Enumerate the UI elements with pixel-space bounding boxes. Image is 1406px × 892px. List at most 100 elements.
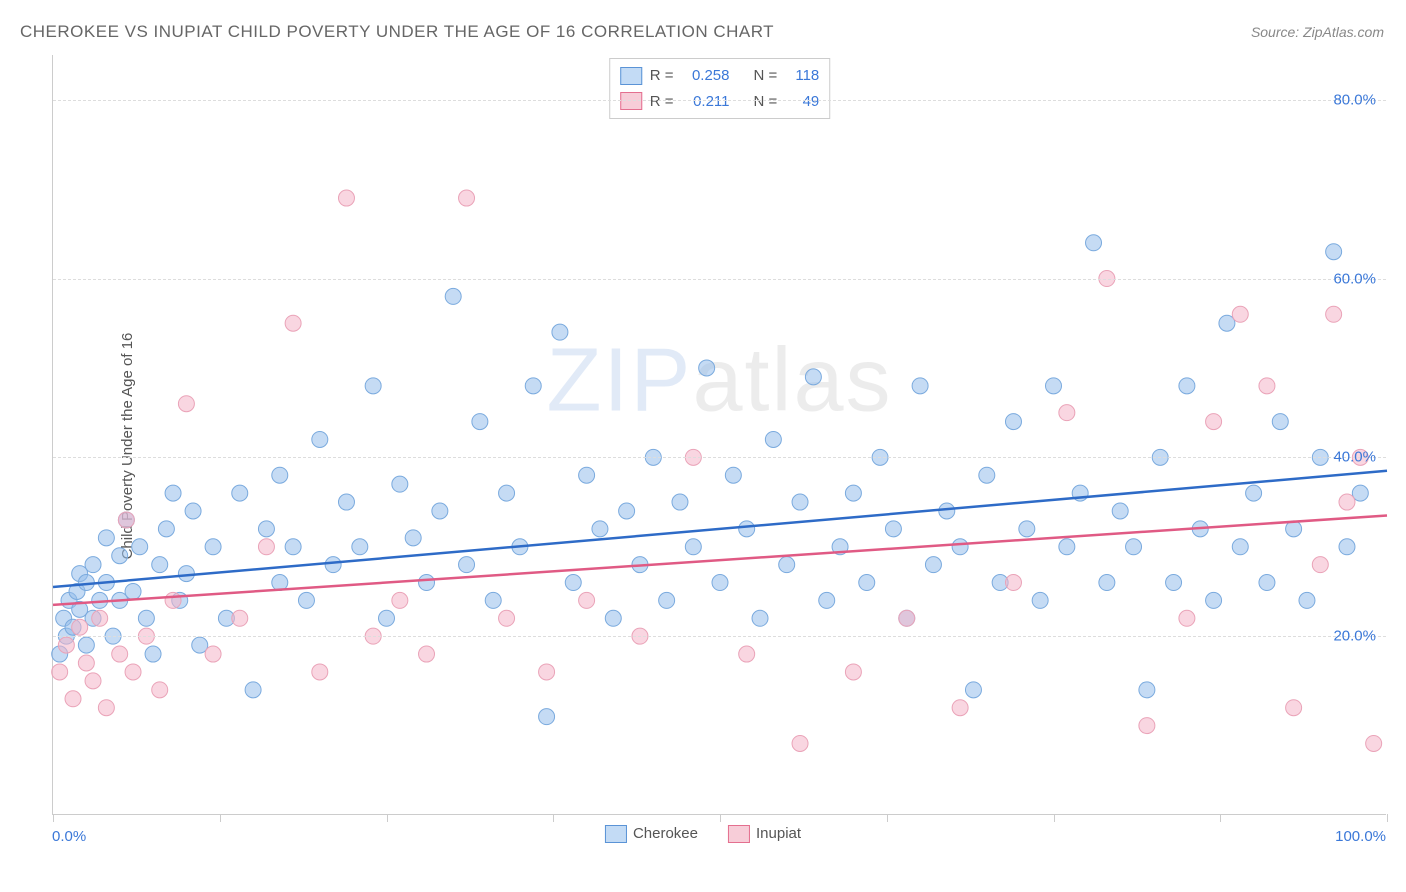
data-point bbox=[685, 539, 701, 555]
data-point bbox=[232, 485, 248, 501]
legend-series-item: Cherokee bbox=[605, 825, 698, 843]
data-point bbox=[1326, 244, 1342, 260]
data-point bbox=[432, 503, 448, 519]
data-point bbox=[1339, 539, 1355, 555]
y-tick-label: 60.0% bbox=[1333, 270, 1376, 287]
data-point bbox=[118, 512, 134, 528]
data-point bbox=[925, 557, 941, 573]
data-point bbox=[672, 494, 688, 510]
data-point bbox=[712, 575, 728, 591]
plot-svg bbox=[53, 55, 1386, 814]
data-point bbox=[525, 378, 541, 394]
data-point bbox=[539, 709, 555, 725]
data-point bbox=[792, 494, 808, 510]
data-point bbox=[272, 467, 288, 483]
data-point bbox=[579, 592, 595, 608]
data-point bbox=[819, 592, 835, 608]
data-point bbox=[258, 521, 274, 537]
legend-n-label: N = bbox=[754, 63, 778, 89]
data-point bbox=[419, 646, 435, 662]
data-point bbox=[352, 539, 368, 555]
data-point bbox=[125, 583, 141, 599]
gridline bbox=[53, 100, 1386, 101]
data-point bbox=[1099, 575, 1115, 591]
data-point bbox=[1086, 235, 1102, 251]
data-point bbox=[1139, 718, 1155, 734]
data-point bbox=[472, 414, 488, 430]
x-tick bbox=[1387, 814, 1388, 822]
data-point bbox=[98, 700, 114, 716]
data-point bbox=[859, 575, 875, 591]
data-point bbox=[65, 691, 81, 707]
gridline bbox=[53, 636, 1386, 637]
legend-correlation-row: R = 0.211 N = 49 bbox=[620, 89, 820, 115]
legend-n-value: 49 bbox=[785, 89, 819, 115]
data-point bbox=[232, 610, 248, 626]
data-point bbox=[1206, 414, 1222, 430]
x-tick bbox=[53, 814, 54, 822]
data-point bbox=[952, 700, 968, 716]
data-point bbox=[459, 190, 475, 206]
data-point bbox=[312, 664, 328, 680]
data-point bbox=[752, 610, 768, 626]
data-point bbox=[1005, 575, 1021, 591]
gridline bbox=[53, 457, 1386, 458]
data-point bbox=[565, 575, 581, 591]
data-point bbox=[419, 575, 435, 591]
data-point bbox=[392, 476, 408, 492]
data-point bbox=[152, 682, 168, 698]
data-point bbox=[1259, 575, 1275, 591]
data-point bbox=[78, 655, 94, 671]
legend-n-label: N = bbox=[754, 89, 778, 115]
legend-correlation: R =0.258N =118R =0.211N =49 bbox=[609, 58, 831, 119]
data-point bbox=[185, 503, 201, 519]
data-point bbox=[92, 610, 108, 626]
data-point bbox=[85, 557, 101, 573]
data-point bbox=[1005, 414, 1021, 430]
data-point bbox=[1366, 735, 1382, 751]
legend-n-value: 118 bbox=[785, 63, 819, 89]
legend-series-label: Inupiat bbox=[756, 825, 801, 842]
data-point bbox=[659, 592, 675, 608]
x-tick bbox=[553, 814, 554, 822]
data-point bbox=[725, 467, 741, 483]
data-point bbox=[338, 190, 354, 206]
data-point bbox=[1232, 306, 1248, 322]
data-point bbox=[619, 503, 635, 519]
legend-swatch bbox=[605, 825, 627, 843]
data-point bbox=[112, 548, 128, 564]
data-point bbox=[125, 664, 141, 680]
data-point bbox=[845, 485, 861, 501]
data-point bbox=[338, 494, 354, 510]
data-point bbox=[245, 682, 261, 698]
legend-swatch bbox=[620, 67, 642, 85]
data-point bbox=[165, 592, 181, 608]
data-point bbox=[145, 646, 161, 662]
data-point bbox=[899, 610, 915, 626]
data-point bbox=[539, 664, 555, 680]
data-point bbox=[132, 539, 148, 555]
data-point bbox=[1272, 414, 1288, 430]
data-point bbox=[205, 539, 221, 555]
data-point bbox=[499, 485, 515, 501]
data-point bbox=[1246, 485, 1262, 501]
data-point bbox=[579, 467, 595, 483]
data-point bbox=[52, 664, 68, 680]
data-point bbox=[178, 566, 194, 582]
y-tick-label: 80.0% bbox=[1333, 91, 1376, 108]
data-point bbox=[1339, 494, 1355, 510]
x-tick bbox=[220, 814, 221, 822]
x-tick bbox=[1220, 814, 1221, 822]
data-point bbox=[72, 619, 88, 635]
data-point bbox=[178, 396, 194, 412]
data-point bbox=[1126, 539, 1142, 555]
legend-r-value: 0.211 bbox=[682, 89, 730, 115]
data-point bbox=[285, 315, 301, 331]
data-point bbox=[1166, 575, 1182, 591]
source-label: Source: ZipAtlas.com bbox=[1251, 24, 1384, 40]
legend-r-label: R = bbox=[650, 89, 674, 115]
data-point bbox=[845, 664, 861, 680]
data-point bbox=[1286, 700, 1302, 716]
data-point bbox=[459, 557, 475, 573]
data-point bbox=[298, 592, 314, 608]
